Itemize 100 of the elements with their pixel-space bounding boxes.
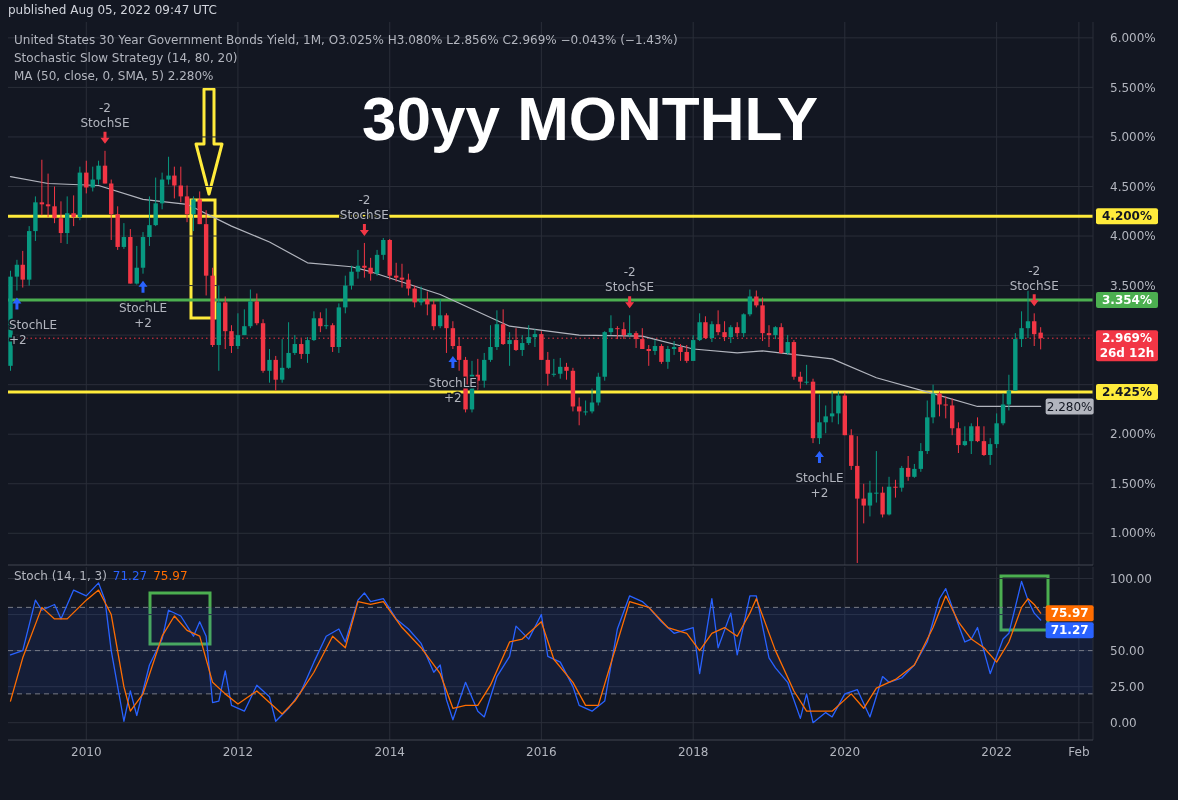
- candlestick: [96, 160, 101, 185]
- candlestick: [488, 324, 493, 363]
- candlestick: [425, 291, 430, 316]
- candlestick: [438, 298, 443, 329]
- text: 75.97: [153, 569, 188, 583]
- candlestick: [652, 339, 658, 356]
- candlestick: [431, 299, 436, 331]
- candlestick: [14, 259, 20, 292]
- candlestick: [532, 328, 538, 348]
- candlestick: [323, 307, 329, 330]
- candlestick: [418, 286, 424, 306]
- candlestick: [456, 336, 462, 372]
- candlestick: [804, 364, 809, 386]
- candlestick: [975, 416, 980, 443]
- candlestick: [406, 273, 411, 296]
- data-label: 75.97: [1050, 606, 1089, 621]
- candlestick: [267, 348, 272, 384]
- candlestick: [785, 334, 790, 356]
- candlestick: [741, 312, 746, 338]
- annotation: -2 StochSE: [80, 101, 130, 131]
- candlestick: [20, 250, 25, 289]
- candlestick: [362, 242, 367, 279]
- candlestick: [279, 338, 285, 384]
- x-tick-label: 2014: [374, 745, 406, 759]
- candlestick: [52, 185, 57, 224]
- candlestick: [412, 285, 417, 308]
- candlestick: [690, 334, 696, 362]
- candlestick: [880, 486, 885, 518]
- candlestick: [715, 309, 721, 336]
- candlestick: [273, 355, 278, 392]
- candlestick: [709, 320, 715, 343]
- annotation: Stochastic Slow Strategy (14, 80, 20): [14, 51, 238, 65]
- candlestick: [147, 195, 152, 247]
- candlestick: [191, 195, 196, 232]
- candlestick: [184, 184, 190, 223]
- candlestick: [153, 177, 158, 227]
- candlestick: [589, 388, 595, 414]
- annotation: United States 30 Year Government Bonds Yield, 1M, O3.025% H3.080% L2.856% C2.969% −0.043% (−1.43%): [14, 33, 678, 47]
- annotation: -2 StochSE: [605, 265, 655, 295]
- candlestick: [286, 321, 291, 370]
- candlestick: [905, 455, 911, 482]
- candlestick: [381, 237, 386, 261]
- y-tick-label: 1.500%: [1110, 476, 1156, 491]
- x-tick-label: 2020: [829, 745, 861, 759]
- y-tick-label: 2.000%: [1110, 427, 1156, 442]
- candlestick: [520, 334, 525, 357]
- candlestick: [987, 437, 993, 466]
- candlestick: [874, 450, 879, 504]
- candlestick: [697, 312, 702, 342]
- candlestick: [893, 479, 898, 499]
- candlestick: [576, 397, 582, 426]
- candlestick: [969, 422, 974, 455]
- candlestick: [172, 166, 177, 199]
- candlestick: [349, 265, 354, 291]
- ref-line-label: 2.425%: [1102, 385, 1152, 400]
- annotation: StochLE +2: [118, 300, 168, 330]
- y-tick-label: 3.500%: [1110, 278, 1156, 293]
- y-tick-label: 6.000%: [1110, 31, 1156, 46]
- candlestick: [311, 310, 317, 342]
- candlestick: [817, 394, 822, 445]
- candlestick: [918, 442, 924, 473]
- y-tick-label: 5.500%: [1110, 80, 1156, 95]
- candlestick: [867, 480, 873, 517]
- candlestick: [937, 391, 942, 417]
- candlestick: [121, 222, 127, 250]
- candlestick: [292, 334, 298, 356]
- data-label: 2.280%: [1046, 399, 1093, 414]
- candlestick: [102, 150, 108, 185]
- x-tick-label: 2016: [526, 745, 557, 759]
- annotation: -2 StochSE: [1009, 263, 1059, 293]
- y-tick-label: 50.00: [1110, 643, 1145, 658]
- candlestick: [943, 396, 948, 419]
- candlestick: [355, 249, 361, 280]
- candlestick: [507, 331, 512, 367]
- text: 30yy MONTHLY: [362, 84, 818, 153]
- candlestick: [254, 293, 260, 326]
- candlestick: [134, 245, 139, 286]
- ref-line-label: 3.354%: [1102, 293, 1152, 308]
- candlestick: [558, 357, 563, 380]
- candlestick: [949, 398, 955, 436]
- candlestick: [665, 345, 671, 370]
- candlestick: [962, 425, 968, 447]
- x-tick-label: Feb: [1068, 745, 1090, 759]
- candlestick: [526, 324, 531, 346]
- candlestick: [994, 412, 999, 449]
- candlestick: [551, 358, 557, 378]
- candlestick: [1000, 393, 1006, 426]
- ref-line-label: 2.969% 26d 12h: [1099, 331, 1155, 361]
- candlestick: [1025, 290, 1031, 339]
- y-tick-label: 4.500%: [1110, 179, 1156, 194]
- candlestick: [829, 391, 835, 423]
- candlestick: [956, 421, 961, 454]
- candlestick: [482, 352, 487, 389]
- candlestick: [374, 249, 380, 277]
- y-tick-label: 1.000%: [1110, 526, 1156, 541]
- candlestick: [166, 156, 171, 185]
- candlestick: [627, 314, 632, 338]
- candlestick: [545, 351, 550, 387]
- candlestick: [659, 343, 664, 365]
- text: 71.27: [112, 569, 148, 583]
